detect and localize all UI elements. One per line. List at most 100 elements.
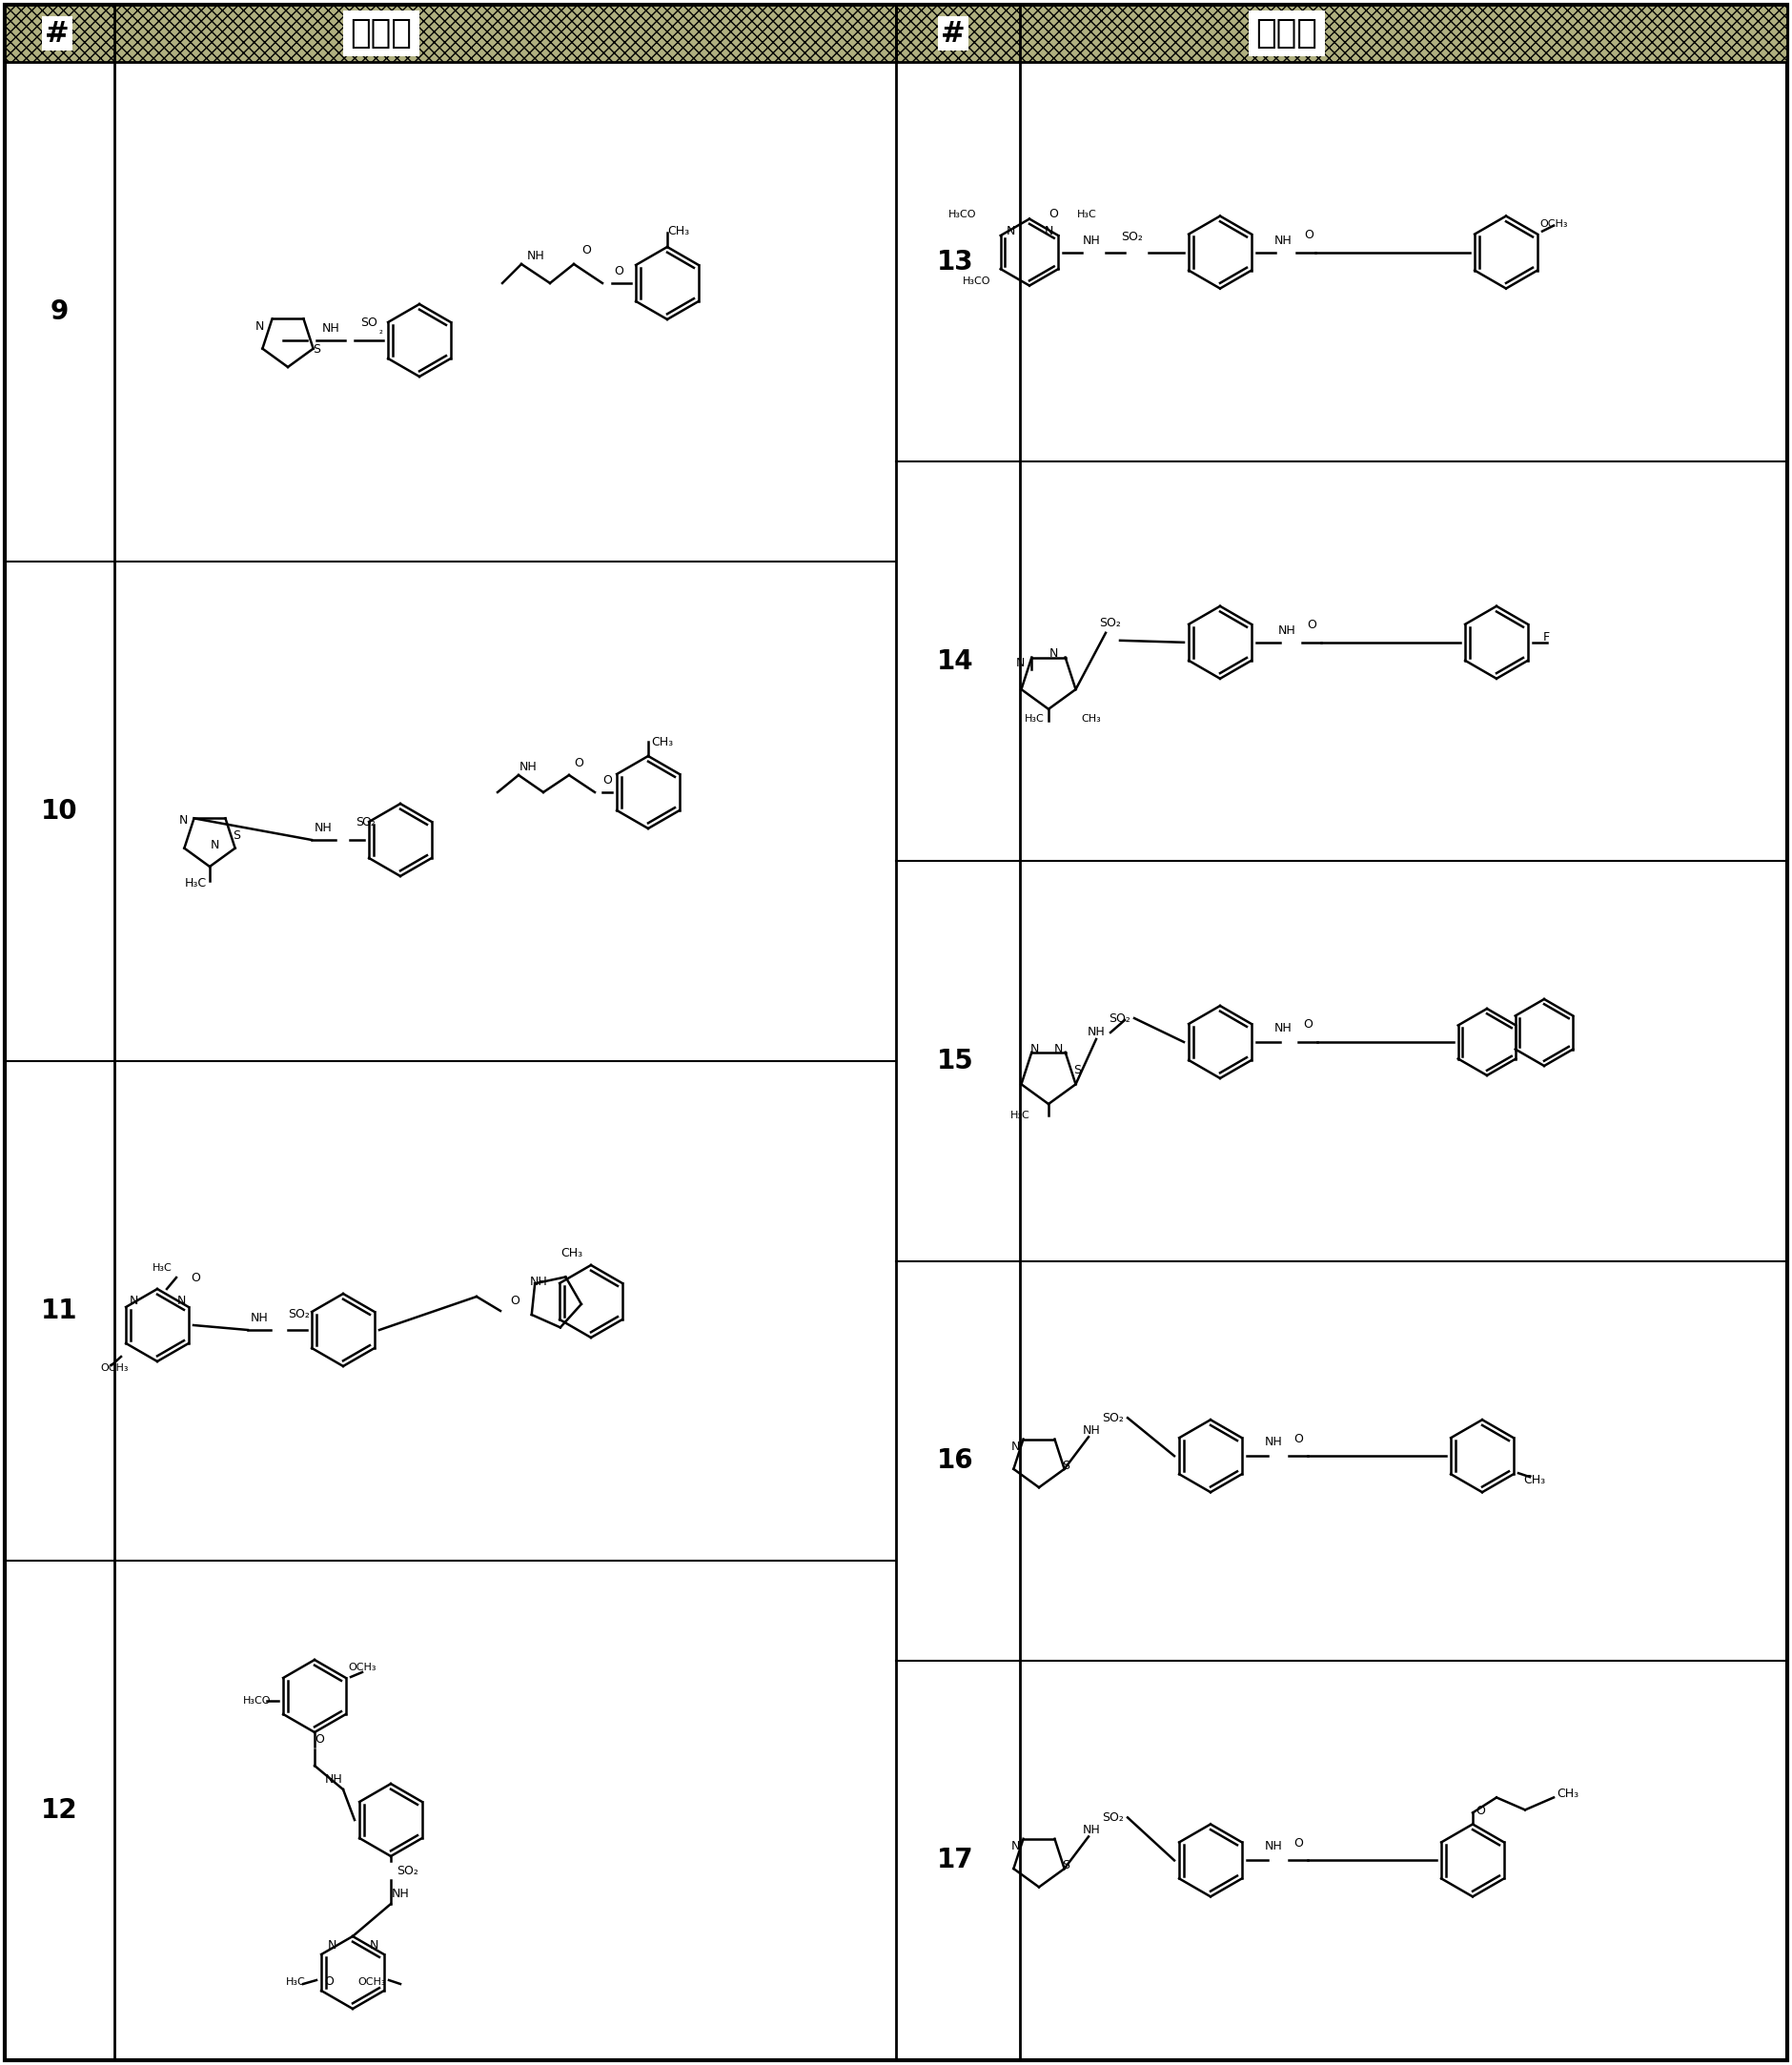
Text: S: S — [1063, 1460, 1070, 1472]
Text: #: # — [45, 19, 70, 47]
Text: O: O — [1303, 1018, 1312, 1030]
Bar — [896, 4, 1787, 62]
Text: N: N — [1054, 1043, 1063, 1055]
Text: N: N — [1048, 648, 1057, 661]
Text: O: O — [1294, 1433, 1303, 1446]
Text: SO₂: SO₂ — [1102, 1811, 1124, 1823]
Text: NH: NH — [1278, 626, 1296, 638]
Text: O: O — [190, 1272, 201, 1284]
Text: NH: NH — [527, 250, 545, 262]
Text: 9: 9 — [50, 299, 68, 324]
Text: H₃C: H₃C — [1011, 1111, 1030, 1119]
Text: O: O — [573, 758, 582, 770]
Text: CH₃: CH₃ — [668, 225, 690, 237]
Text: H₃C: H₃C — [185, 878, 206, 890]
Text: 11: 11 — [41, 1297, 77, 1324]
Bar — [5, 4, 896, 62]
Text: 15: 15 — [937, 1047, 973, 1074]
Text: NH: NH — [1274, 1022, 1292, 1035]
Text: O: O — [1305, 229, 1314, 242]
Text: O: O — [582, 244, 591, 256]
Text: SO₂: SO₂ — [1102, 1412, 1124, 1425]
Text: S: S — [355, 816, 364, 828]
Text: CH₃: CH₃ — [1082, 714, 1102, 723]
Text: NH: NH — [1082, 1425, 1100, 1437]
Text: OCH₃: OCH₃ — [100, 1363, 129, 1373]
Text: N: N — [179, 816, 188, 828]
Text: O: O — [324, 1976, 333, 1989]
Text: 12: 12 — [41, 1797, 77, 1823]
Text: NH: NH — [1274, 235, 1292, 248]
Text: N: N — [328, 1939, 337, 1951]
Text: NH: NH — [1265, 1840, 1283, 1852]
Bar — [896, 4, 1787, 62]
Text: N: N — [210, 838, 219, 851]
Text: CH₃: CH₃ — [561, 1247, 582, 1260]
Text: SO₂: SO₂ — [1109, 1012, 1131, 1024]
Text: OCH₃: OCH₃ — [348, 1662, 376, 1673]
Text: S: S — [1063, 1858, 1070, 1871]
Text: NH: NH — [391, 1887, 409, 1900]
Text: NH: NH — [520, 762, 538, 774]
Text: O: O — [315, 1733, 324, 1745]
Text: H₃C: H₃C — [152, 1264, 172, 1272]
Text: NH: NH — [1265, 1435, 1283, 1448]
Text: OCH₃: OCH₃ — [1539, 219, 1568, 229]
Text: OCH₃: OCH₃ — [358, 1978, 385, 1987]
Text: SO₂: SO₂ — [289, 1309, 310, 1322]
Text: S: S — [233, 828, 240, 840]
Text: N: N — [254, 320, 263, 332]
Text: O: O — [1048, 209, 1057, 221]
Text: N: N — [369, 1939, 378, 1951]
Text: 化合物: 化合物 — [351, 17, 412, 50]
Text: S: S — [312, 343, 321, 355]
Text: SO: SO — [360, 318, 378, 330]
Text: 13: 13 — [937, 248, 973, 275]
Text: SO₂: SO₂ — [1122, 231, 1143, 244]
Text: 14: 14 — [937, 648, 973, 675]
Text: NH: NH — [1082, 235, 1100, 248]
Text: N: N — [1011, 1439, 1020, 1452]
Text: 17: 17 — [937, 1846, 973, 1873]
Text: SO₂: SO₂ — [1100, 617, 1122, 630]
Text: 16: 16 — [937, 1448, 973, 1474]
Text: CH₃: CH₃ — [1557, 1788, 1579, 1801]
Text: N: N — [1016, 657, 1025, 669]
Text: 化合物: 化合物 — [1256, 17, 1317, 50]
Text: N: N — [1011, 1840, 1020, 1852]
Text: H₃C: H₃C — [1077, 209, 1097, 219]
Text: #: # — [941, 19, 966, 47]
Text: NH: NH — [530, 1276, 548, 1289]
Text: O: O — [602, 774, 611, 787]
Text: NH: NH — [323, 322, 340, 335]
Text: 10: 10 — [41, 797, 77, 824]
Text: ₂: ₂ — [380, 326, 383, 337]
Bar — [5, 4, 896, 62]
Text: NH: NH — [1082, 1823, 1100, 1836]
Text: H₃C: H₃C — [1025, 714, 1045, 723]
Text: CH₃: CH₃ — [652, 737, 674, 750]
Text: H₃CO: H₃CO — [962, 277, 991, 285]
Text: N: N — [1030, 1043, 1039, 1055]
Text: NH: NH — [1088, 1026, 1106, 1039]
Text: O: O — [1475, 1805, 1486, 1817]
Text: H₃CO: H₃CO — [948, 209, 977, 219]
Text: N: N — [177, 1295, 186, 1307]
Text: F: F — [1543, 632, 1550, 644]
Text: NH: NH — [314, 822, 332, 834]
Text: H₃CO: H₃CO — [244, 1695, 271, 1706]
Text: N: N — [1045, 225, 1054, 237]
Text: O₂: O₂ — [362, 816, 376, 828]
Text: NH: NH — [251, 1313, 269, 1326]
Text: S: S — [1073, 1063, 1081, 1076]
Text: O: O — [1294, 1838, 1303, 1850]
Text: N: N — [129, 1295, 138, 1307]
Text: H₃C: H₃C — [285, 1978, 305, 1987]
Text: NH: NH — [324, 1774, 342, 1786]
Text: O: O — [511, 1295, 520, 1307]
Text: CH₃: CH₃ — [1523, 1474, 1546, 1487]
Text: N: N — [1005, 225, 1014, 237]
Text: O: O — [615, 266, 624, 279]
Text: O: O — [1306, 620, 1317, 632]
Text: SO₂: SO₂ — [398, 1865, 419, 1877]
